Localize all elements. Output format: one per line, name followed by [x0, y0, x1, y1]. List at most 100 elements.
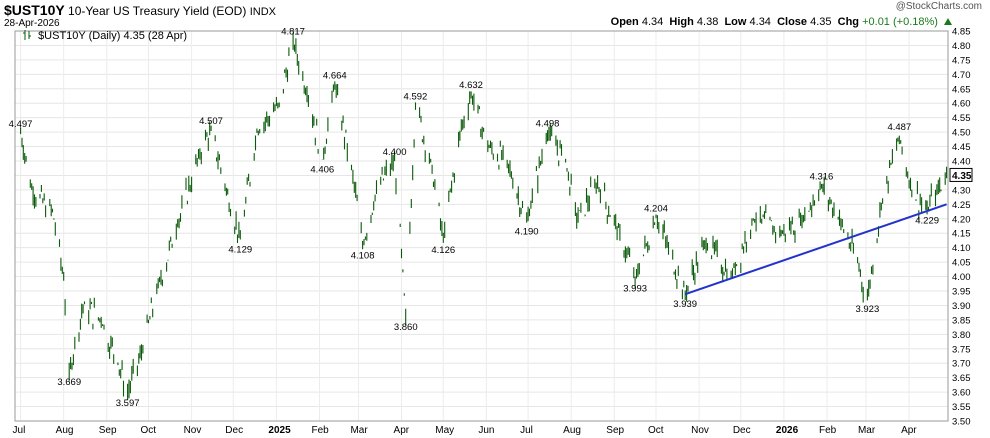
x-tick-label: Apr: [394, 425, 410, 436]
low-label: Low: [724, 16, 747, 28]
chg-label: Chg: [837, 16, 860, 28]
open-label: Open: [610, 16, 639, 28]
annotation-label: 3.939: [673, 299, 697, 310]
annotation-label: 4.817: [281, 27, 305, 38]
y-tick-label: 3.65: [952, 373, 971, 384]
y-tick-label: 4.40: [952, 157, 971, 168]
annotation-label: 4.316: [810, 171, 834, 182]
annotation-label: 3.669: [57, 377, 81, 388]
annotation-label: 4.190: [515, 227, 539, 238]
annotation-label: 4.664: [323, 71, 347, 82]
chart-date: 28-Apr-2026: [4, 18, 60, 29]
x-tick-label: Feb: [819, 425, 837, 436]
y-tick-label: 4.75: [952, 55, 971, 66]
x-tick-label: Mar: [858, 425, 876, 436]
x-tick-label: Aug: [563, 425, 581, 436]
y-tick-label: 3.60: [952, 388, 971, 399]
x-tick-label: Apr: [901, 425, 917, 436]
annotation-label: 3.993: [623, 284, 647, 295]
x-tick-label: Mar: [350, 425, 368, 436]
y-tick-label: 3.95: [952, 287, 971, 298]
up-arrow-icon: [944, 18, 952, 25]
open-value: 4.34: [641, 16, 664, 28]
y-tick-label: 4.55: [952, 113, 971, 124]
chart-legend: $UST10Y (Daily) 4.35 (28 Apr): [22, 30, 187, 42]
annotation-label: 4.507: [199, 116, 223, 127]
annotation-label: 3.923: [855, 304, 879, 315]
annotation-label: 4.204: [644, 204, 668, 215]
last-value-marker: 4.35: [949, 167, 973, 182]
y-tick-label: 4.00: [952, 272, 971, 283]
annotation-label: 4.632: [459, 80, 483, 91]
plot-frame: [14, 30, 949, 422]
x-tick-label: Jun: [478, 425, 494, 436]
x-tick-label: 2025: [268, 425, 291, 436]
trendline: [684, 203, 947, 296]
chart-header: $UST10Y 10-Year US Treasury Yield (EOD) …: [4, 2, 276, 18]
annotation-label: 4.406: [310, 164, 334, 175]
chg-value: +0.01 (+0.18%): [862, 16, 938, 28]
y-tick-label: 4.70: [952, 70, 971, 81]
annotation-label: 3.860: [394, 322, 418, 333]
candle-icon: [23, 30, 31, 40]
close-value: 4.35: [810, 16, 832, 28]
annotation-label: 3.597: [116, 398, 140, 409]
annotation-label: 4.487: [887, 122, 911, 133]
high-label: High: [669, 16, 694, 28]
y-tick-label: 3.55: [952, 402, 971, 413]
low-value: 4.34: [749, 16, 771, 28]
x-tick-label: Sep: [99, 425, 117, 436]
x-tick-label: Dec: [225, 425, 243, 436]
support-trendline: [684, 203, 947, 296]
y-tick-label: 4.05: [952, 258, 971, 269]
y-tick-label: 4.60: [952, 99, 971, 110]
x-axis: Jul Aug Sep Oct Nov Dec 2025 Feb Mar Apr May Jun Jul…: [13, 425, 918, 436]
annotation-label: 4.129: [228, 244, 252, 255]
y-tick-label: 3.80: [952, 330, 971, 341]
symbol-label: $UST10Y: [4, 2, 65, 18]
y-tick-label: 4.30: [952, 185, 971, 196]
ohlc-summary: Open 4.34 High 4.38 Low 4.34 Close 4.35 …: [611, 16, 952, 28]
last-value-label: 4.35: [952, 171, 972, 182]
x-tick-label: 2026: [776, 425, 799, 436]
y-axis: 4.85 4.80 4.75 4.70 4.65 4.60 4.55 4.50 4.45 4.40…: [952, 27, 971, 428]
y-tick-label: 4.50: [952, 128, 971, 139]
x-tick-label: Jul: [13, 425, 26, 436]
instrument-name: 10-Year US Treasury Yield (EOD): [68, 4, 247, 18]
x-tick-label: Jul: [520, 425, 533, 436]
price-bars: [20, 32, 948, 400]
x-tick-label: Nov: [691, 425, 709, 436]
x-tick-label: Nov: [184, 425, 202, 436]
x-tick-label: May: [435, 425, 454, 436]
last-value-box: [949, 167, 973, 182]
y-tick-label: 3.70: [952, 359, 971, 370]
annotation-label: 4.400: [383, 147, 407, 158]
price-series: [20, 32, 948, 400]
y-tick-label: 4.85: [952, 27, 971, 38]
x-tick-label: Oct: [648, 425, 664, 436]
y-tick-label: 4.10: [952, 243, 971, 254]
x-tick-label: Aug: [56, 425, 74, 436]
y-tick-label: 3.90: [952, 301, 971, 312]
x-tick-label: Oct: [140, 425, 156, 436]
y-tick-label: 3.85: [952, 315, 971, 326]
exchange-label: INDX: [249, 6, 276, 18]
y-tick-label: 3.75: [952, 344, 971, 355]
y-tick-label: 4.45: [952, 142, 971, 153]
x-tick-label: Dec: [733, 425, 751, 436]
annotation-label: 4.229: [915, 215, 939, 226]
legend-label: $UST10Y (Daily) 4.35 (28 Apr): [38, 30, 188, 42]
y-tick-label: 4.20: [952, 214, 971, 225]
high-value: 4.38: [696, 16, 719, 28]
y-tick-label: 3.50: [952, 417, 971, 428]
annotation-label: 4.126: [431, 245, 455, 256]
annotations: 4.497 3.669 3.597 4.507 4.129 4.817 4.406 4.664…: [9, 27, 939, 409]
y-tick-label: 4.80: [952, 41, 971, 52]
annotation-label: 4.497: [9, 119, 33, 130]
annotation-label: 4.108: [351, 250, 375, 261]
y-tick-label: 4.25: [952, 200, 971, 211]
annotation-label: 4.498: [536, 119, 560, 130]
y-tick-label: 4.65: [952, 84, 971, 95]
watermark-link[interactable]: @StockCharts.com: [895, 1, 982, 12]
